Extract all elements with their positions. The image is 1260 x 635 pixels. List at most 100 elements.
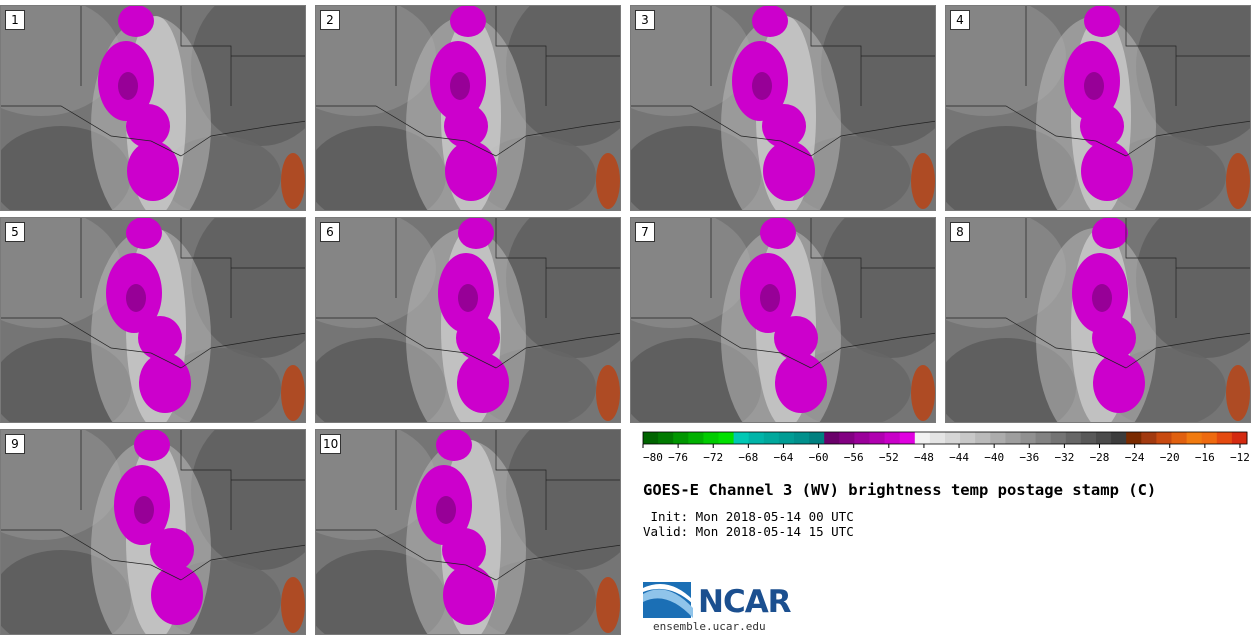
colorbar-tick-label: −80 — [643, 451, 663, 464]
boundary-line — [495, 332, 620, 369]
boundary-line — [1125, 332, 1250, 369]
wv-field-map — [1, 430, 305, 634]
boundary-line — [810, 218, 862, 318]
boundary-line — [1125, 120, 1250, 157]
map-panel-3: 3 — [630, 5, 936, 211]
colorbar-swatch — [763, 432, 780, 444]
field-shape — [126, 284, 146, 312]
field-shape — [1080, 104, 1124, 148]
colorbar-tick-label: −56 — [844, 451, 864, 464]
field-shape — [760, 218, 796, 249]
boundary-line — [631, 317, 812, 369]
colorbar-swatch — [884, 432, 901, 444]
colorbar-tick-label: −48 — [914, 451, 934, 464]
field-shape — [631, 218, 751, 328]
colorbar-swatch — [733, 432, 750, 444]
field-shape — [821, 6, 935, 146]
map-panel-5: 5 — [0, 217, 306, 423]
colorbar-swatch — [1201, 432, 1218, 444]
colorbar-swatch — [794, 432, 810, 444]
colorbar-swatch — [809, 432, 825, 444]
boundary-line — [1, 317, 182, 369]
panel-number-label: 9 — [5, 434, 25, 454]
field-shape — [1, 6, 121, 116]
boundary-line — [1, 105, 182, 157]
colorbar-tick-label: −24 — [1125, 451, 1145, 464]
colorbar-swatch — [1171, 432, 1188, 444]
colorbar-svg: −80 −76 −72 −68 −64 −60 −56 −52 −48 −44 −40 −36 −32 −… — [642, 431, 1250, 464]
field-shape — [126, 104, 170, 148]
field-shape — [134, 430, 170, 461]
field-shape — [316, 6, 436, 116]
panel-number-label: 6 — [320, 222, 340, 242]
map-panel-1: 1 — [0, 5, 306, 211]
colorbar-tick-label: −40 — [984, 451, 1004, 464]
field-shape — [118, 72, 138, 100]
panel-number-label: 3 — [635, 10, 655, 30]
field-shape — [596, 153, 620, 209]
field-shape — [752, 72, 772, 100]
boundary-line — [180, 218, 232, 318]
colorbar-swatch — [1186, 432, 1203, 444]
wv-field-map — [631, 218, 935, 422]
wv-field-map — [316, 6, 620, 210]
boundary-line — [810, 6, 862, 106]
field-shape — [506, 6, 620, 146]
field-shape — [134, 496, 154, 524]
map-panel-7: 7 — [630, 217, 936, 423]
colorbar-swatch — [824, 432, 840, 444]
map-panel-4: 4 — [945, 5, 1251, 211]
field-shape — [281, 153, 305, 209]
boundary-line — [495, 430, 547, 530]
logo-wordmark: NCAR — [698, 584, 792, 620]
field-shape — [442, 528, 486, 572]
wv-field-map — [1, 6, 305, 210]
field-shape — [458, 218, 494, 249]
field-shape — [138, 316, 182, 360]
colorbar-tick-label: −72 — [703, 451, 723, 464]
colorbar-tick-label: −16 — [1195, 451, 1215, 464]
field-shape — [191, 430, 305, 570]
field-shape — [457, 353, 509, 413]
colorbar-swatch — [914, 432, 931, 444]
page-title: GOES-E Channel 3 (WV) brightness temp po… — [643, 481, 1157, 499]
field-shape — [436, 430, 472, 461]
field-shape — [139, 353, 191, 413]
field-shape — [763, 141, 815, 201]
field-shape — [596, 365, 620, 421]
colorbar-swatch — [1065, 432, 1082, 444]
map-panel-10: 10 — [315, 429, 621, 635]
colorbar-swatch — [1096, 432, 1112, 444]
colorbar-swatch — [1111, 432, 1127, 444]
colorbar-swatch — [929, 432, 946, 444]
map-panel-9: 9 — [0, 429, 306, 635]
colorbar-swatch — [869, 432, 886, 444]
map-panel-6: 6 — [315, 217, 621, 423]
colorbar-swatch — [975, 432, 991, 444]
panel-number-label: 5 — [5, 222, 25, 242]
field-shape — [506, 218, 620, 358]
field-shape — [150, 528, 194, 572]
colorbar-swatch — [718, 432, 735, 444]
boundary-line — [946, 105, 1127, 157]
field-shape — [1092, 284, 1112, 312]
init-time: Init: Mon 2018-05-14 00 UTC — [643, 509, 854, 524]
colorbar-swatch — [1080, 432, 1097, 444]
field-shape — [1081, 141, 1133, 201]
boundary-line — [946, 317, 1127, 369]
field-shape — [127, 141, 179, 201]
field-shape — [443, 565, 495, 625]
field-shape — [1, 430, 121, 540]
field-shape — [191, 6, 305, 146]
boundary-line — [180, 544, 305, 581]
colorbar-tick-label: −76 — [668, 451, 688, 464]
colorbar-swatch — [658, 432, 674, 444]
colorbar-swatch — [1126, 432, 1142, 444]
boundary-line — [1125, 218, 1177, 318]
field-shape — [1, 218, 121, 328]
logo-url: ensemble.ucar.edu — [653, 620, 766, 633]
colorbar-swatch — [688, 432, 704, 444]
wv-field-map — [316, 218, 620, 422]
field-shape — [911, 153, 935, 209]
boundary-line — [180, 120, 305, 157]
